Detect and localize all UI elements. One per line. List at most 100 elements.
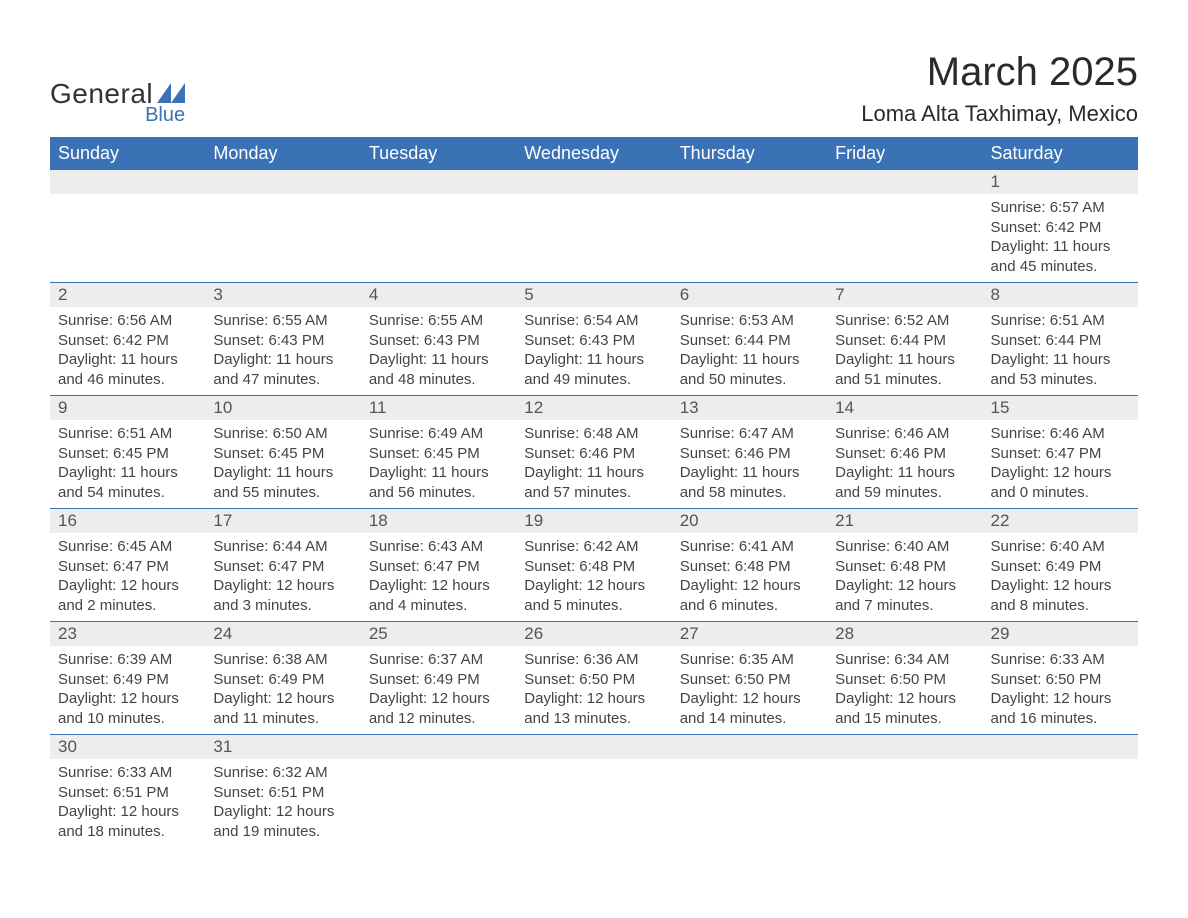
day-details: Sunrise: 6:43 AMSunset: 6:47 PMDaylight:… xyxy=(361,533,516,621)
sunset-line: Sunset: 6:48 PM xyxy=(835,557,974,577)
day-number: 25 xyxy=(361,622,516,646)
weekday-header: Tuesday xyxy=(361,137,516,170)
day-number: 10 xyxy=(205,396,360,420)
calendar-day-cell: 7Sunrise: 6:52 AMSunset: 6:44 PMDaylight… xyxy=(827,283,982,396)
day-number: 18 xyxy=(361,509,516,533)
weekday-header: Thursday xyxy=(672,137,827,170)
calendar-day-cell: 23Sunrise: 6:39 AMSunset: 6:49 PMDayligh… xyxy=(50,622,205,735)
day-number: 31 xyxy=(205,735,360,759)
sunrise-line: Sunrise: 6:36 AM xyxy=(524,650,663,670)
day-number: 5 xyxy=(516,283,671,307)
sunset-line: Sunset: 6:47 PM xyxy=(991,444,1130,464)
daylight-line: Daylight: 12 hours and 5 minutes. xyxy=(524,576,663,615)
daylight-line: Daylight: 12 hours and 3 minutes. xyxy=(213,576,352,615)
sunset-line: Sunset: 6:43 PM xyxy=(213,331,352,351)
weekday-header: Monday xyxy=(205,137,360,170)
day-number: 16 xyxy=(50,509,205,533)
calendar-day-cell xyxy=(361,170,516,283)
calendar-day-cell: 5Sunrise: 6:54 AMSunset: 6:43 PMDaylight… xyxy=(516,283,671,396)
sunset-line: Sunset: 6:46 PM xyxy=(680,444,819,464)
day-details: Sunrise: 6:41 AMSunset: 6:48 PMDaylight:… xyxy=(672,533,827,621)
day-details: Sunrise: 6:55 AMSunset: 6:43 PMDaylight:… xyxy=(361,307,516,395)
daylight-line: Daylight: 11 hours and 48 minutes. xyxy=(369,350,508,389)
daylight-line: Daylight: 11 hours and 47 minutes. xyxy=(213,350,352,389)
daylight-line: Daylight: 11 hours and 57 minutes. xyxy=(524,463,663,502)
sunrise-line: Sunrise: 6:48 AM xyxy=(524,424,663,444)
sunrise-line: Sunrise: 6:37 AM xyxy=(369,650,508,670)
day-number: 24 xyxy=(205,622,360,646)
sunset-line: Sunset: 6:46 PM xyxy=(835,444,974,464)
day-details: Sunrise: 6:51 AMSunset: 6:45 PMDaylight:… xyxy=(50,420,205,508)
daylight-line: Daylight: 11 hours and 50 minutes. xyxy=(680,350,819,389)
sunset-line: Sunset: 6:47 PM xyxy=(213,557,352,577)
daylight-line: Daylight: 11 hours and 53 minutes. xyxy=(991,350,1130,389)
calendar-day-cell: 2Sunrise: 6:56 AMSunset: 6:42 PMDaylight… xyxy=(50,283,205,396)
sunrise-line: Sunrise: 6:46 AM xyxy=(835,424,974,444)
calendar-day-cell xyxy=(50,170,205,283)
daylight-line: Daylight: 12 hours and 6 minutes. xyxy=(680,576,819,615)
sunrise-line: Sunrise: 6:47 AM xyxy=(680,424,819,444)
day-number: 13 xyxy=(672,396,827,420)
day-details: Sunrise: 6:45 AMSunset: 6:47 PMDaylight:… xyxy=(50,533,205,621)
calendar-day-cell xyxy=(827,170,982,283)
sunset-line: Sunset: 6:47 PM xyxy=(58,557,197,577)
calendar-week-row: 16Sunrise: 6:45 AMSunset: 6:47 PMDayligh… xyxy=(50,509,1138,622)
daylight-line: Daylight: 12 hours and 18 minutes. xyxy=(58,802,197,841)
sunrise-line: Sunrise: 6:42 AM xyxy=(524,537,663,557)
sunset-line: Sunset: 6:45 PM xyxy=(369,444,508,464)
calendar-day-cell xyxy=(827,735,982,848)
day-details: Sunrise: 6:32 AMSunset: 6:51 PMDaylight:… xyxy=(205,759,360,847)
weekday-header: Wednesday xyxy=(516,137,671,170)
calendar-day-cell: 6Sunrise: 6:53 AMSunset: 6:44 PMDaylight… xyxy=(672,283,827,396)
calendar-day-cell: 12Sunrise: 6:48 AMSunset: 6:46 PMDayligh… xyxy=(516,396,671,509)
sunset-line: Sunset: 6:46 PM xyxy=(524,444,663,464)
sunrise-line: Sunrise: 6:40 AM xyxy=(835,537,974,557)
day-number: 14 xyxy=(827,396,982,420)
calendar-table: Sunday Monday Tuesday Wednesday Thursday… xyxy=(50,137,1138,847)
day-number: 23 xyxy=(50,622,205,646)
calendar-week-row: 2Sunrise: 6:56 AMSunset: 6:42 PMDaylight… xyxy=(50,283,1138,396)
sunrise-line: Sunrise: 6:46 AM xyxy=(991,424,1130,444)
calendar-day-cell: 20Sunrise: 6:41 AMSunset: 6:48 PMDayligh… xyxy=(672,509,827,622)
day-details: Sunrise: 6:36 AMSunset: 6:50 PMDaylight:… xyxy=(516,646,671,734)
day-details: Sunrise: 6:38 AMSunset: 6:49 PMDaylight:… xyxy=(205,646,360,734)
sunset-line: Sunset: 6:50 PM xyxy=(680,670,819,690)
sunrise-line: Sunrise: 6:54 AM xyxy=(524,311,663,331)
day-number: 9 xyxy=(50,396,205,420)
weekday-header: Saturday xyxy=(983,137,1138,170)
calendar-day-cell: 11Sunrise: 6:49 AMSunset: 6:45 PMDayligh… xyxy=(361,396,516,509)
day-number-empty xyxy=(516,170,671,194)
sunrise-line: Sunrise: 6:57 AM xyxy=(991,198,1130,218)
calendar-day-cell: 15Sunrise: 6:46 AMSunset: 6:47 PMDayligh… xyxy=(983,396,1138,509)
daylight-line: Daylight: 12 hours and 12 minutes. xyxy=(369,689,508,728)
calendar-day-cell: 16Sunrise: 6:45 AMSunset: 6:47 PMDayligh… xyxy=(50,509,205,622)
sunrise-line: Sunrise: 6:33 AM xyxy=(58,763,197,783)
day-number: 11 xyxy=(361,396,516,420)
daylight-line: Daylight: 12 hours and 8 minutes. xyxy=(991,576,1130,615)
logo-text-sub: Blue xyxy=(145,104,185,127)
day-details: Sunrise: 6:56 AMSunset: 6:42 PMDaylight:… xyxy=(50,307,205,395)
day-details: Sunrise: 6:52 AMSunset: 6:44 PMDaylight:… xyxy=(827,307,982,395)
day-number-empty xyxy=(983,735,1138,759)
day-details: Sunrise: 6:33 AMSunset: 6:51 PMDaylight:… xyxy=(50,759,205,847)
day-number-empty xyxy=(672,735,827,759)
sunset-line: Sunset: 6:51 PM xyxy=(213,783,352,803)
calendar-day-cell: 25Sunrise: 6:37 AMSunset: 6:49 PMDayligh… xyxy=(361,622,516,735)
daylight-line: Daylight: 12 hours and 16 minutes. xyxy=(991,689,1130,728)
sunrise-line: Sunrise: 6:45 AM xyxy=(58,537,197,557)
sunrise-line: Sunrise: 6:51 AM xyxy=(991,311,1130,331)
sunrise-line: Sunrise: 6:34 AM xyxy=(835,650,974,670)
day-details: Sunrise: 6:49 AMSunset: 6:45 PMDaylight:… xyxy=(361,420,516,508)
sunset-line: Sunset: 6:45 PM xyxy=(58,444,197,464)
calendar-day-cell: 9Sunrise: 6:51 AMSunset: 6:45 PMDaylight… xyxy=(50,396,205,509)
calendar-body: 1Sunrise: 6:57 AMSunset: 6:42 PMDaylight… xyxy=(50,170,1138,847)
sunset-line: Sunset: 6:49 PM xyxy=(991,557,1130,577)
calendar-day-cell: 17Sunrise: 6:44 AMSunset: 6:47 PMDayligh… xyxy=(205,509,360,622)
calendar-day-cell xyxy=(516,735,671,848)
day-details: Sunrise: 6:54 AMSunset: 6:43 PMDaylight:… xyxy=(516,307,671,395)
day-details: Sunrise: 6:53 AMSunset: 6:44 PMDaylight:… xyxy=(672,307,827,395)
sunset-line: Sunset: 6:48 PM xyxy=(524,557,663,577)
sunset-line: Sunset: 6:51 PM xyxy=(58,783,197,803)
daylight-line: Daylight: 12 hours and 10 minutes. xyxy=(58,689,197,728)
day-number-empty xyxy=(827,735,982,759)
